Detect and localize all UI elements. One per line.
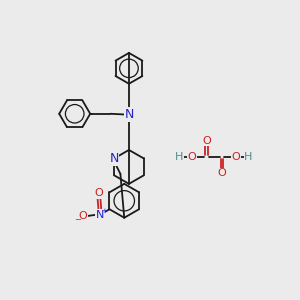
- Text: O: O: [218, 168, 226, 178]
- Text: −: −: [74, 215, 81, 224]
- Text: N: N: [124, 108, 134, 121]
- Text: N: N: [110, 152, 119, 165]
- Text: O: O: [94, 188, 103, 198]
- Text: N: N: [96, 210, 104, 220]
- Text: O: O: [79, 211, 87, 221]
- Text: +: +: [101, 208, 107, 214]
- Text: O: O: [187, 152, 196, 162]
- Text: H: H: [175, 152, 184, 162]
- Text: H: H: [244, 152, 253, 162]
- Text: O: O: [232, 152, 240, 162]
- Text: O: O: [202, 136, 211, 146]
